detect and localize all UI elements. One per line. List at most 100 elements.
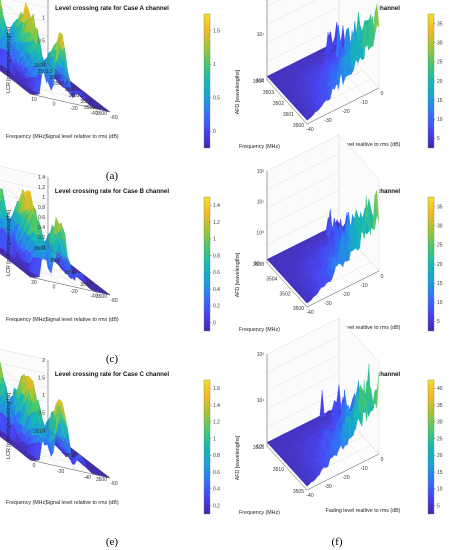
colorbar [427, 196, 435, 332]
z-tick-label: 10¹ [257, 398, 265, 404]
x-tick-label: -10 [360, 283, 367, 289]
colorbar [427, 13, 435, 149]
colorbar-tick-label: 20 [437, 453, 443, 459]
colorbar-tick-label: 0.8 [213, 453, 220, 459]
y-tick-label: 3505 [293, 489, 304, 495]
colorbar-tick-label: 20 [437, 79, 443, 85]
colorbar-tick-label: 0 [213, 129, 216, 135]
x-tick-label: -10 [360, 466, 367, 472]
grid-line [266, 25, 340, 62]
colorbar-tick-label: 35 [437, 21, 443, 27]
z-axis-label: LCR [crossing/wavelengths] [6, 27, 12, 93]
y-tick-label: 3502 [273, 101, 284, 107]
colorbar [203, 379, 211, 515]
z-tick-label: 10⁰ [256, 78, 264, 84]
z-tick-label: 1 [42, 393, 45, 399]
grid-line [11, 0, 49, 9]
x-tick-label: -10 [360, 100, 367, 106]
x-tick-label: -20 [342, 292, 349, 298]
y-tick-label: 3500.5 [84, 105, 100, 111]
x-tick-label: 0 [33, 463, 36, 469]
y-tick-label: 3502 [65, 87, 76, 93]
x-tick-label: -60 [110, 481, 117, 487]
colorbar-tick-label: 15 [437, 281, 443, 287]
y-tick-label: 3503.5 [37, 69, 53, 75]
z-tick-label: 10² [257, 352, 265, 358]
z-tick-label: 10¹ [257, 200, 265, 206]
panel-caption: (c) [106, 353, 119, 365]
y-tick-label: 3502.5 [53, 81, 69, 87]
colorbar-tick-label: 15 [437, 98, 443, 104]
y-axis-label: Frequency (MHz) [239, 327, 280, 333]
x-tick-label: 0 [53, 285, 56, 291]
z-tick-label: 10² [257, 169, 265, 175]
colorbar-tick-label: 30 [437, 420, 443, 426]
y-tick-label: 3504 [34, 63, 45, 69]
colorbar-tick-label: 35 [437, 403, 443, 409]
colorbar-tick-label: 0.8 [213, 253, 220, 259]
z-tick-label: 0 [42, 428, 45, 434]
colorbar-tick-label: 15 [437, 470, 443, 476]
z-tick-label: 0.6 [38, 215, 45, 221]
colorbar-tick-label: 1 [213, 237, 216, 243]
colorbar-tick-label: 0.6 [213, 470, 220, 476]
z-axis-label: AFD [wavelengths] [235, 435, 241, 480]
x-tick-label: -60 [110, 298, 117, 304]
colorbar-tick-label: 35 [437, 204, 443, 210]
z-axis-label: AFD [wavelengths] [235, 252, 241, 297]
grid-line [266, 0, 317, 25]
colorbar-tick-label: 1.2 [213, 420, 220, 426]
x-axis-label: Signal level relative to rms (dB) [45, 500, 119, 506]
x-tick-label: -60 [110, 115, 117, 121]
x-tick-label: -40 [90, 111, 97, 117]
z-tick-label: 1 [42, 195, 45, 201]
colorbar-tick-label: 0.4 [213, 287, 220, 293]
chart-panel-e: Level crossing rate for Case C channel -6… [0, 348, 220, 548]
x-tick-label: -40 [306, 310, 313, 316]
y-axis-label: Frequency (MHz) [239, 510, 280, 516]
y-tick-label: 3504 [65, 270, 76, 276]
y-axis-label: Frequency (MHz) [6, 134, 47, 140]
panel-caption: (f) [332, 536, 343, 548]
z-tick-label: 10⁰ [256, 444, 264, 450]
colorbar-tick-label: 1.6 [213, 386, 220, 392]
grid-line [266, 0, 281, 7]
x-tick-label: -40 [306, 493, 313, 499]
colorbar-tick-label: 25 [437, 243, 443, 249]
chart-title: Level crossing rate for Case A channel [55, 5, 169, 12]
colorbar-tick-label: 1.4 [213, 203, 220, 209]
x-axis-label: Signal level relative to rms (dB) [45, 317, 119, 323]
colorbar [427, 379, 435, 515]
colorbar-tick-label: 25 [437, 60, 443, 66]
colorbar-tick-label: 5 [437, 136, 440, 142]
surface-patch [336, 69, 342, 90]
y-tick-label: 3500 [96, 294, 107, 300]
x-tick-label: -40 [84, 475, 91, 481]
y-tick-label: 3503 [263, 90, 274, 96]
y-tick-label: 3500 [96, 477, 107, 483]
x-tick-label: 0 [381, 274, 384, 280]
y-axis-line [47, 63, 111, 113]
colorbar-tick-label: 5 [437, 503, 440, 509]
y-tick-label: 3501 [283, 112, 294, 118]
x-tick-label: -20 [342, 109, 349, 115]
colorbar-tick-label: 0.6 [213, 270, 220, 276]
surface [0, 188, 111, 296]
y-tick-label: 3510 [273, 467, 284, 473]
grid-line [0, 180, 49, 192]
x-tick-label: -20 [342, 475, 349, 481]
x-tick-label: -30 [324, 301, 331, 307]
x-axis-label: Signal level relative to rms (dB) [45, 134, 119, 140]
colorbar-tick-label: 25 [437, 436, 443, 442]
colorbar-tick-label: 30 [437, 224, 443, 230]
colorbar [203, 196, 211, 332]
z-tick-label: 1.4 [38, 175, 45, 181]
colorbar-tick-label: 1.5 [213, 29, 220, 35]
grid-line [0, 11, 49, 23]
x-tick-label: 0 [53, 102, 56, 108]
x-axis-label: Fading level realtive to rms (dB) [326, 508, 401, 514]
colorbar-tick-label: 10 [437, 300, 443, 306]
surface-patch [362, 25, 367, 59]
y-tick-label: 3502 [280, 291, 291, 297]
surface-patch [374, 3, 380, 32]
